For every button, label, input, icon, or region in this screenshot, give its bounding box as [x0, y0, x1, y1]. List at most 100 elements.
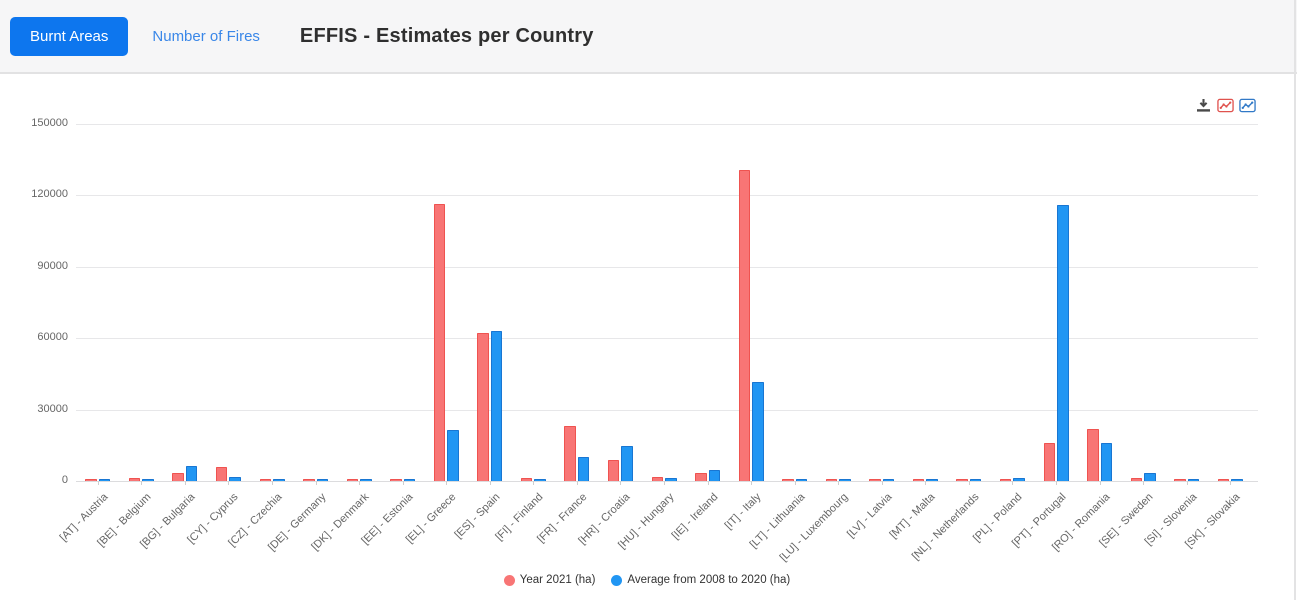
x-axis-tick — [184, 481, 186, 485]
y-axis-tick-label: 150000 — [31, 117, 68, 129]
bar-year-2021-si[interactable] — [1174, 478, 1186, 481]
bar-year-2021-de[interactable] — [303, 478, 315, 481]
bar-average-at[interactable] — [98, 478, 111, 481]
x-axis-tick — [751, 481, 753, 485]
x-axis-tick — [272, 481, 273, 485]
bar-average-ro[interactable] — [1100, 442, 1113, 481]
number-of-fires-link[interactable]: Number of Fires — [152, 27, 260, 45]
x-axis-baseline — [76, 481, 1258, 482]
bar-year-2021-lu[interactable] — [825, 478, 838, 481]
bar-year-2021-cy[interactable] — [215, 466, 228, 481]
bar-year-2021-dk[interactable] — [346, 478, 359, 481]
download-icon[interactable] — [1195, 98, 1212, 113]
bar-average-fr[interactable] — [577, 457, 590, 481]
bar-year-2021-it[interactable] — [738, 169, 751, 481]
x-axis-tick — [664, 481, 665, 485]
x-axis-tick — [446, 481, 448, 485]
bar-year-2021-hr[interactable] — [607, 460, 620, 481]
x-axis-tick — [1230, 481, 1232, 485]
bar-average-lt[interactable] — [795, 478, 808, 481]
bar-average-es[interactable] — [490, 330, 503, 481]
bar-year-2021-bg[interactable] — [172, 473, 184, 481]
x-axis-label: [LV] - Latvia — [844, 491, 895, 541]
chart-legend: Year 2021 (ha) Average from 2008 to 2020… — [0, 574, 1294, 586]
legend-label-average: Average from 2008 to 2020 (ha) — [627, 574, 791, 586]
bar-average-cz[interactable] — [273, 478, 285, 481]
bar-average-bg[interactable] — [185, 465, 198, 481]
bar-average-it[interactable] — [752, 381, 764, 481]
burnt-areas-button[interactable]: Burnt Areas — [10, 16, 129, 56]
bar-year-2021-es[interactable] — [477, 333, 489, 481]
gridline — [76, 338, 1258, 340]
x-axis-label: [IT] - Italy — [722, 491, 764, 532]
line-chart-red-icon[interactable] — [1217, 98, 1234, 113]
bar-average-hu[interactable] — [665, 478, 677, 481]
x-axis-tick — [576, 481, 578, 485]
bar-average-sk[interactable] — [1231, 478, 1243, 481]
x-axis-tick — [838, 481, 840, 485]
x-axis-tick — [141, 481, 143, 485]
bar-year-2021-pl[interactable] — [999, 478, 1012, 481]
x-axis-tick — [489, 481, 491, 485]
bar-year-2021-se[interactable] — [1130, 477, 1143, 481]
bar-average-hr[interactable] — [621, 446, 633, 481]
chart-toolbar — [1195, 98, 1256, 113]
x-axis-tick — [1099, 481, 1101, 485]
bar-year-2021-ie[interactable] — [695, 472, 707, 481]
bar-year-2021-ee[interactable] — [390, 478, 402, 481]
bar-year-2021-fi[interactable] — [520, 478, 533, 481]
x-axis-tick — [881, 481, 883, 485]
bar-year-2021-be[interactable] — [128, 478, 141, 481]
bar-average-si[interactable] — [1187, 478, 1200, 481]
bar-average-lu[interactable] — [839, 478, 851, 481]
x-axis-tick — [925, 481, 927, 485]
bar-average-be[interactable] — [142, 478, 154, 481]
bar-year-2021-sk[interactable] — [1217, 478, 1230, 481]
bar-average-nl[interactable] — [969, 478, 982, 481]
bar-average-pt[interactable] — [1057, 205, 1069, 481]
bar-year-2021-hu[interactable] — [651, 477, 663, 481]
gridline — [76, 124, 1258, 125]
page-title: EFFIS - Estimates per Country — [299, 24, 594, 47]
bar-year-2021-lv[interactable] — [869, 478, 881, 481]
bar-year-2021-nl[interactable] — [956, 478, 968, 481]
x-axis-tick — [968, 481, 970, 485]
y-axis-tick-label: 60000 — [37, 331, 68, 344]
x-axis-tick — [315, 481, 317, 485]
y-axis-tick-label: 30000 — [37, 402, 68, 415]
bar-chart-plot-area: 0 30000 60000 90000 120000 150000 [AT] - Austr… — [0, 74, 1294, 600]
y-axis-tick-label: 0 — [61, 474, 68, 486]
bar-average-ie[interactable] — [708, 469, 721, 481]
bar-year-2021-fr[interactable] — [564, 425, 576, 481]
legend-item-year-2021[interactable]: Year 2021 (ha) — [503, 574, 596, 586]
bar-average-pl[interactable] — [1013, 478, 1025, 481]
legend-label-year-2021: Year 2021 (ha) — [519, 574, 596, 586]
bar-year-2021-cz[interactable] — [259, 478, 271, 481]
x-axis-tick — [359, 481, 361, 485]
bar-year-2021-at[interactable] — [85, 478, 97, 481]
bar-average-de[interactable] — [316, 478, 329, 481]
bar-year-2021-ro[interactable] — [1087, 429, 1099, 481]
x-axis-tick — [707, 481, 709, 485]
legend-item-average[interactable]: Average from 2008 to 2020 (ha) — [611, 574, 790, 586]
bar-average-mt[interactable] — [926, 478, 938, 481]
bar-year-2021-pt[interactable] — [1043, 442, 1055, 481]
bar-year-2021-lt[interactable] — [782, 478, 794, 481]
bar-average-fi[interactable] — [534, 478, 546, 481]
bar-average-cy[interactable] — [229, 476, 241, 481]
x-axis-tick — [620, 481, 622, 485]
bar-year-2021-mt[interactable] — [912, 478, 925, 481]
line-chart-blue-icon[interactable] — [1239, 98, 1256, 113]
gridline — [76, 195, 1258, 197]
x-axis-tick — [1056, 481, 1057, 485]
bar-average-lv[interactable] — [882, 478, 895, 481]
bar-average-dk[interactable] — [360, 478, 372, 481]
x-axis-tick — [794, 481, 796, 485]
x-axis-tick — [228, 481, 230, 485]
y-axis-tick-label: 120000 — [31, 188, 68, 201]
bar-average-el[interactable] — [447, 429, 459, 481]
header-bar: Burnt Areas Number of Fires EFFIS - Esti… — [0, 0, 1297, 74]
bar-average-ee[interactable] — [403, 478, 416, 481]
bar-average-se[interactable] — [1144, 472, 1156, 481]
bar-year-2021-el[interactable] — [433, 203, 446, 481]
